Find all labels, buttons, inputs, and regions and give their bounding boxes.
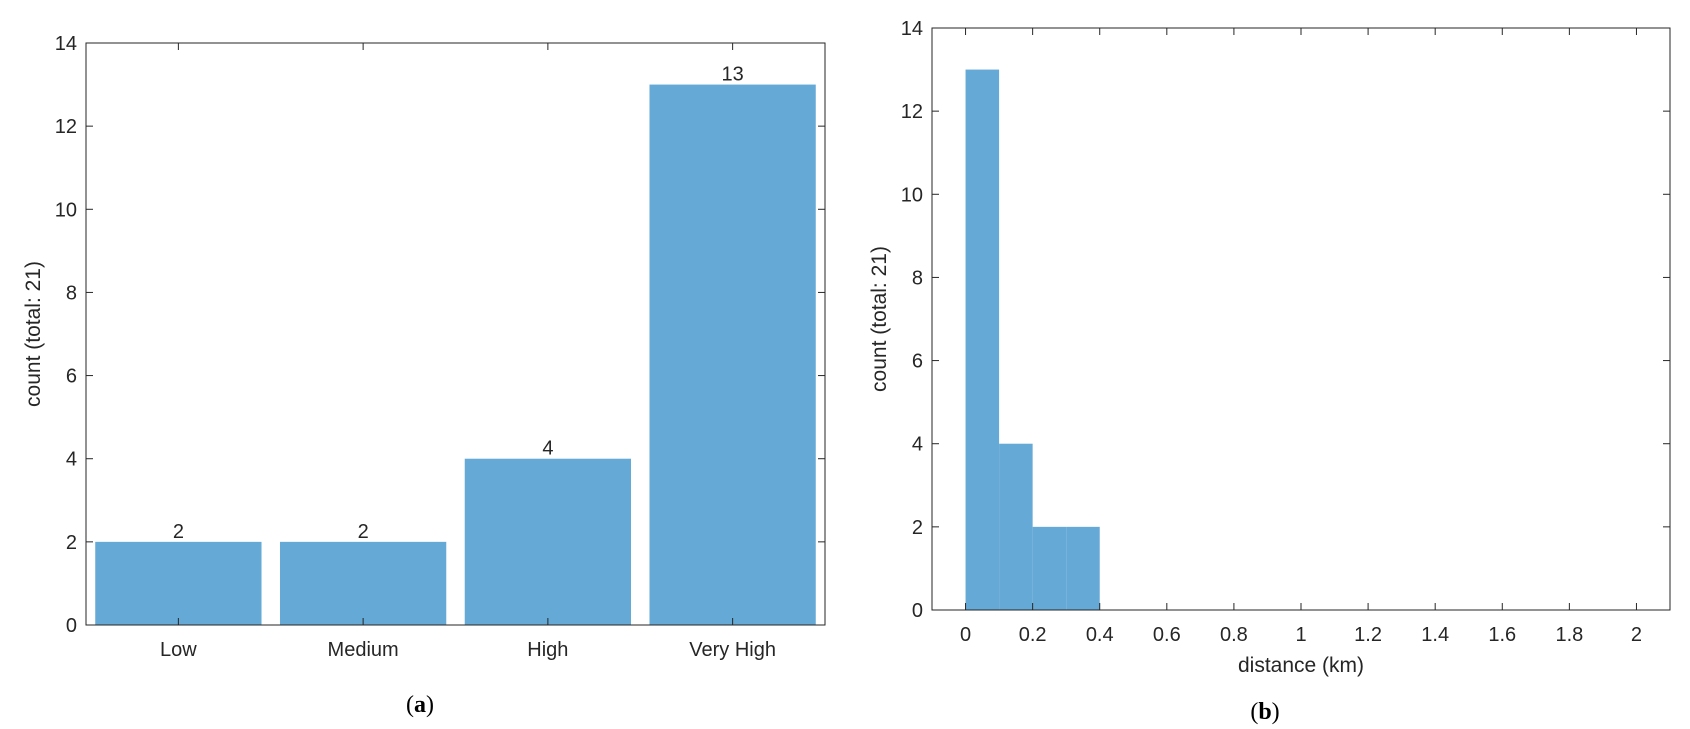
b-xtick-label: 2 bbox=[1631, 624, 1642, 646]
a-ytick-label: 14 bbox=[55, 33, 77, 55]
a-ytick-label: 0 bbox=[66, 615, 77, 637]
histogram-bin-2 bbox=[1032, 526, 1067, 610]
b-xtick-label: 1.6 bbox=[1488, 624, 1516, 646]
bar-0 bbox=[95, 541, 262, 625]
b-ytick-label: 8 bbox=[912, 267, 923, 289]
a-panel-label-close: ) bbox=[426, 692, 434, 718]
histogram-panel-b: 0 0.2 0.4 0.6 0.8 1 1.2 1.4 1.6 1.8 2 distance (km)… bbox=[868, 18, 1671, 725]
a-ytick-label: 6 bbox=[66, 366, 77, 388]
a-y-axis-label: count (total: 21) bbox=[22, 261, 45, 407]
b-panel-label-close: ) bbox=[1272, 699, 1280, 725]
a-panel-label-open: ( bbox=[406, 692, 414, 718]
a-ytick-label: 12 bbox=[55, 116, 77, 138]
b-ytick-label: 4 bbox=[912, 434, 923, 456]
a-panel-label: (a) bbox=[406, 692, 434, 718]
b-xtick-label: 0 bbox=[960, 624, 971, 646]
histogram-bin-1 bbox=[999, 443, 1033, 610]
b-xtick-label: 0.8 bbox=[1220, 624, 1248, 646]
a-category-label: Low bbox=[160, 639, 197, 661]
b-ytick-label: 0 bbox=[912, 600, 923, 622]
b-xtick-label: 1.4 bbox=[1421, 624, 1449, 646]
bar-data-label: 13 bbox=[722, 64, 744, 86]
b-ytick-label: 14 bbox=[901, 18, 923, 40]
bar-data-label: 2 bbox=[173, 521, 184, 543]
b-xtick-label: 1 bbox=[1295, 624, 1306, 646]
a-category-label: Very High bbox=[689, 639, 776, 661]
a-category-label: Medium bbox=[328, 639, 399, 661]
b-axes-box bbox=[931, 27, 1671, 611]
b-xtick-label: 0.4 bbox=[1086, 624, 1114, 646]
histogram-bin-3 bbox=[1066, 526, 1100, 610]
b-panel-label: (b) bbox=[1250, 699, 1279, 725]
a-axes-box bbox=[85, 42, 826, 626]
b-xtick-label: 0.6 bbox=[1153, 624, 1181, 646]
b-x-axis-label: distance (km) bbox=[1238, 654, 1364, 677]
bar-data-label: 4 bbox=[542, 438, 553, 460]
a-ytick-label: 10 bbox=[55, 199, 77, 221]
b-ytick-label: 12 bbox=[901, 101, 923, 123]
histogram-bin-0 bbox=[965, 69, 1000, 611]
b-panel-label-letter: b bbox=[1258, 699, 1271, 725]
bar-1 bbox=[279, 541, 447, 625]
bar-3 bbox=[649, 84, 816, 626]
b-panel-label-open: ( bbox=[1250, 699, 1258, 725]
b-xtick-label: 1.2 bbox=[1354, 624, 1382, 646]
b-ytick-label: 10 bbox=[901, 184, 923, 206]
a-category-label: High bbox=[527, 639, 568, 661]
a-panel-label-letter: a bbox=[414, 692, 426, 718]
bar-chart-panel-a: 2 Low 2 Medium 4 High 13 Very High 0 2 4 6 8 10 12 14 co… bbox=[22, 33, 826, 718]
a-ytick-label: 2 bbox=[66, 532, 77, 554]
b-ytick-label: 2 bbox=[912, 517, 923, 539]
b-xtick-label: 1.8 bbox=[1555, 624, 1583, 646]
b-ytick-label: 6 bbox=[912, 351, 923, 373]
bar-2 bbox=[464, 458, 632, 625]
b-y-axis-label: count (total: 21) bbox=[868, 246, 891, 392]
a-ytick-label: 4 bbox=[66, 449, 77, 471]
b-xtick-label: 0.2 bbox=[1019, 624, 1047, 646]
a-ytick-label: 8 bbox=[66, 282, 77, 304]
bar-data-label: 2 bbox=[358, 521, 369, 543]
